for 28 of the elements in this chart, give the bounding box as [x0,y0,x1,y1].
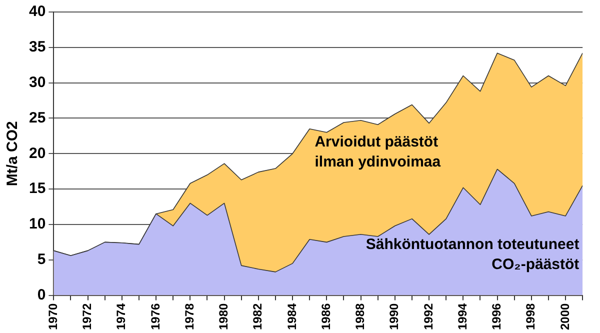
y-tick-label: 10 [28,216,46,233]
y-tick-label: 5 [37,251,46,268]
y-tick-label: 0 [37,286,46,304]
x-tick-label: 1998 [524,302,538,330]
series-label: Sähköntuotannon toteutuneet CO₂-päästöt [366,236,580,274]
y-tick-label: 15 [28,180,46,198]
x-tick-label: 1982 [250,302,265,330]
x-tick-label: 2000 [558,302,572,330]
y-tick-label: 40 [28,3,46,20]
y-tick-label: 35 [28,38,46,56]
x-tick-label: 1978 [182,302,196,330]
series-label: Arvioidut päästöt ilman ydinvoimaa [314,133,442,170]
x-tick-label: 1980 [216,302,231,330]
x-tick-label: 1992 [421,302,436,330]
x-tick-label: 1986 [318,302,333,330]
y-tick-label: 30 [28,74,46,91]
x-tick-label: 1988 [353,302,368,330]
x-tick-label: 1996 [490,302,504,330]
x-tick-label: 1976 [148,302,162,330]
x-tick-label: 1972 [80,302,94,330]
x-tick-label: 1990 [387,302,402,330]
x-tick-label: 1970 [46,302,60,330]
y-tick-label: 20 [28,144,46,162]
y-tick-label: 25 [28,109,46,126]
x-tick-label: 1974 [114,302,128,330]
x-tick-label: 1994 [455,302,470,330]
y-axis-title: Mt/a CO2 [4,121,22,186]
x-tick-label: 1984 [284,302,299,330]
